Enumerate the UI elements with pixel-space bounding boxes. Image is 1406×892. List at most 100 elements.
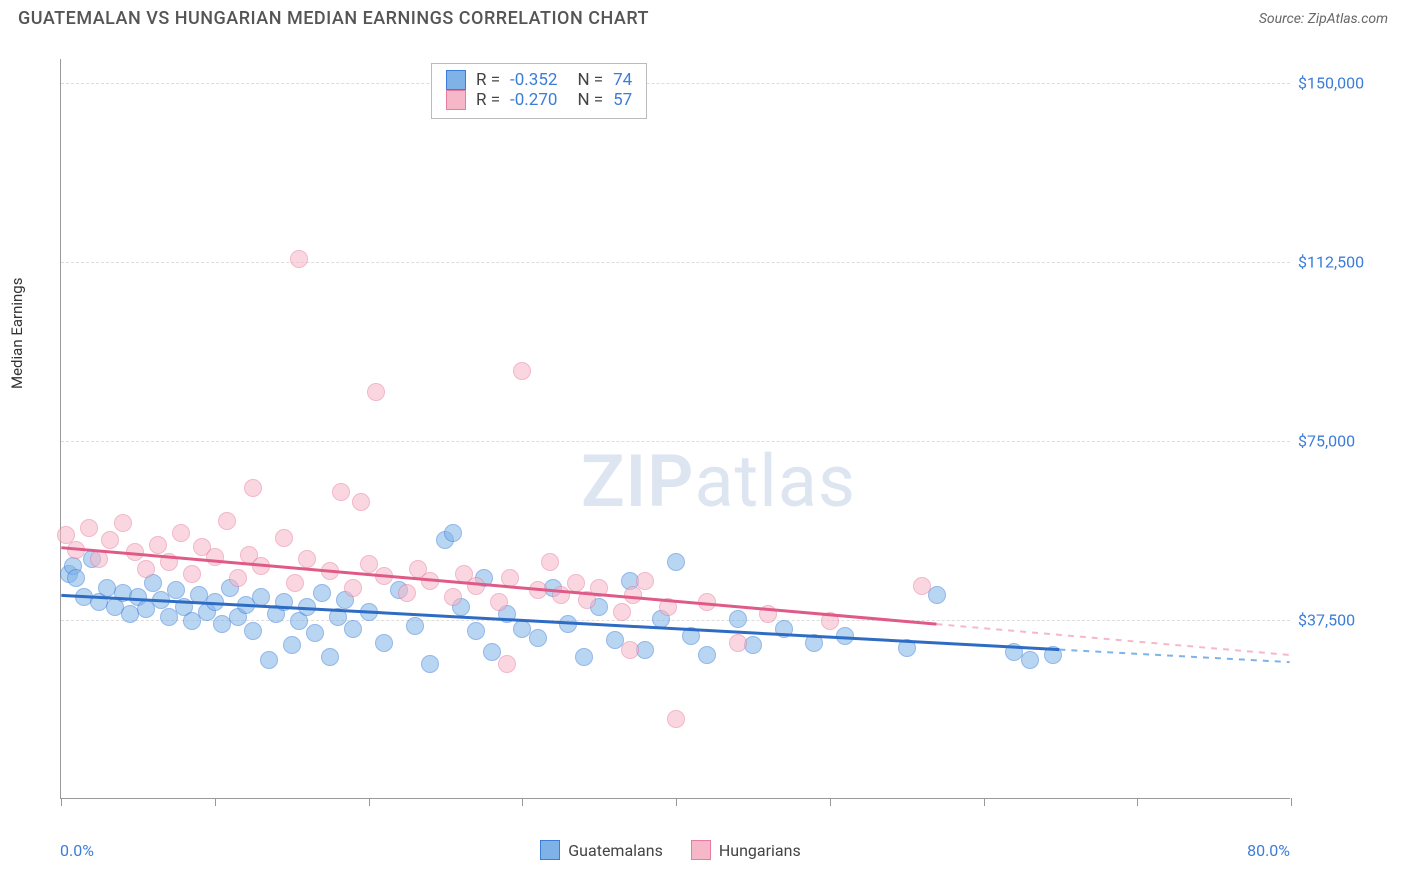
data-point <box>529 629 547 647</box>
legend-label: Guatemalans <box>568 841 663 860</box>
data-point <box>206 593 224 611</box>
data-point <box>636 572 654 590</box>
data-point <box>344 620 362 638</box>
data-point <box>126 543 144 561</box>
stat-n-label: N = <box>577 90 603 110</box>
data-point <box>167 581 185 599</box>
data-point <box>928 586 946 604</box>
data-point <box>252 588 270 606</box>
y-tick-label: $75,000 <box>1298 431 1382 450</box>
data-point <box>321 562 339 580</box>
data-point <box>275 529 293 547</box>
data-point <box>149 536 167 554</box>
data-point <box>321 648 339 666</box>
swatch-icon <box>446 90 466 110</box>
data-point <box>218 512 236 530</box>
data-point <box>252 557 270 575</box>
legend-item: Hungarians <box>691 840 801 860</box>
data-point <box>375 567 393 585</box>
data-point <box>898 639 916 657</box>
data-point <box>306 624 324 642</box>
data-point <box>67 541 85 559</box>
data-point <box>329 608 347 626</box>
stats-legend-box: R = -0.352 N = 74 R = -0.270 N = 57 <box>431 63 647 119</box>
data-point <box>160 553 178 571</box>
data-point <box>90 550 108 568</box>
x-tick <box>61 798 62 806</box>
x-tick <box>369 798 370 806</box>
stat-n-value: 74 <box>613 70 632 90</box>
data-point <box>101 531 119 549</box>
series-legend: Guatemalans Hungarians <box>540 840 800 860</box>
stat-r-label: R = <box>476 90 500 110</box>
data-point <box>529 581 547 599</box>
x-axis-min-label: 0.0% <box>60 841 94 860</box>
data-point <box>667 553 685 571</box>
data-point <box>1021 651 1039 669</box>
data-point <box>114 514 132 532</box>
x-tick <box>676 798 677 806</box>
source-text: Source: ZipAtlas.com <box>1259 11 1388 27</box>
data-point <box>80 519 98 537</box>
watermark-zip: ZIP <box>581 439 694 524</box>
data-point <box>821 612 839 630</box>
data-point <box>367 383 385 401</box>
data-point <box>698 646 716 664</box>
data-point <box>836 627 854 645</box>
data-point <box>498 655 516 673</box>
data-point <box>244 479 262 497</box>
stat-r-value: -0.352 <box>510 70 557 90</box>
data-point <box>260 651 278 669</box>
legend-item: Guatemalans <box>540 840 663 860</box>
legend-label: Hungarians <box>719 841 801 860</box>
swatch-icon <box>691 840 711 860</box>
data-point <box>375 634 393 652</box>
data-point <box>483 643 501 661</box>
swatch-icon <box>540 840 560 860</box>
data-point <box>682 627 700 645</box>
trend-lines-layer <box>61 59 1290 798</box>
data-point <box>183 565 201 583</box>
data-point <box>360 603 378 621</box>
stats-legend-row: R = -0.352 N = 74 <box>446 70 632 90</box>
data-point <box>344 579 362 597</box>
data-point <box>667 710 685 728</box>
y-tick-label: $112,500 <box>1298 252 1382 271</box>
data-point <box>759 605 777 623</box>
x-tick <box>215 798 216 806</box>
stat-r-label: R = <box>476 70 500 90</box>
data-point <box>444 588 462 606</box>
gridline <box>61 441 1290 442</box>
data-point <box>172 524 190 542</box>
data-point <box>613 603 631 621</box>
y-tick-label: $37,500 <box>1298 610 1382 629</box>
plot-area: R = -0.352 N = 74 R = -0.270 N = 57 ZIPa… <box>60 59 1290 799</box>
data-point <box>421 572 439 590</box>
data-point <box>244 622 262 640</box>
data-point <box>1044 646 1062 664</box>
data-point <box>590 579 608 597</box>
stat-n-value: 57 <box>613 90 632 110</box>
data-point <box>513 362 531 380</box>
data-point <box>290 250 308 268</box>
data-point <box>332 483 350 501</box>
x-axis-row: 0.0% Guatemalans Hungarians 80.0% <box>60 840 1290 860</box>
data-point <box>624 586 642 604</box>
data-point <box>229 569 247 587</box>
y-tick-label: $150,000 <box>1298 73 1382 92</box>
watermark-text: ZIPatlas <box>581 439 856 524</box>
data-point <box>552 586 570 604</box>
data-point <box>283 636 301 654</box>
data-point <box>659 598 677 616</box>
x-tick <box>1137 798 1138 806</box>
data-point <box>698 593 716 611</box>
data-point <box>775 620 793 638</box>
x-tick <box>830 798 831 806</box>
stats-legend-row: R = -0.270 N = 57 <box>446 90 632 110</box>
data-point <box>298 550 316 568</box>
data-point <box>398 584 416 602</box>
data-point <box>67 569 85 587</box>
data-point <box>805 634 823 652</box>
x-tick <box>1291 798 1292 806</box>
data-point <box>490 593 508 611</box>
